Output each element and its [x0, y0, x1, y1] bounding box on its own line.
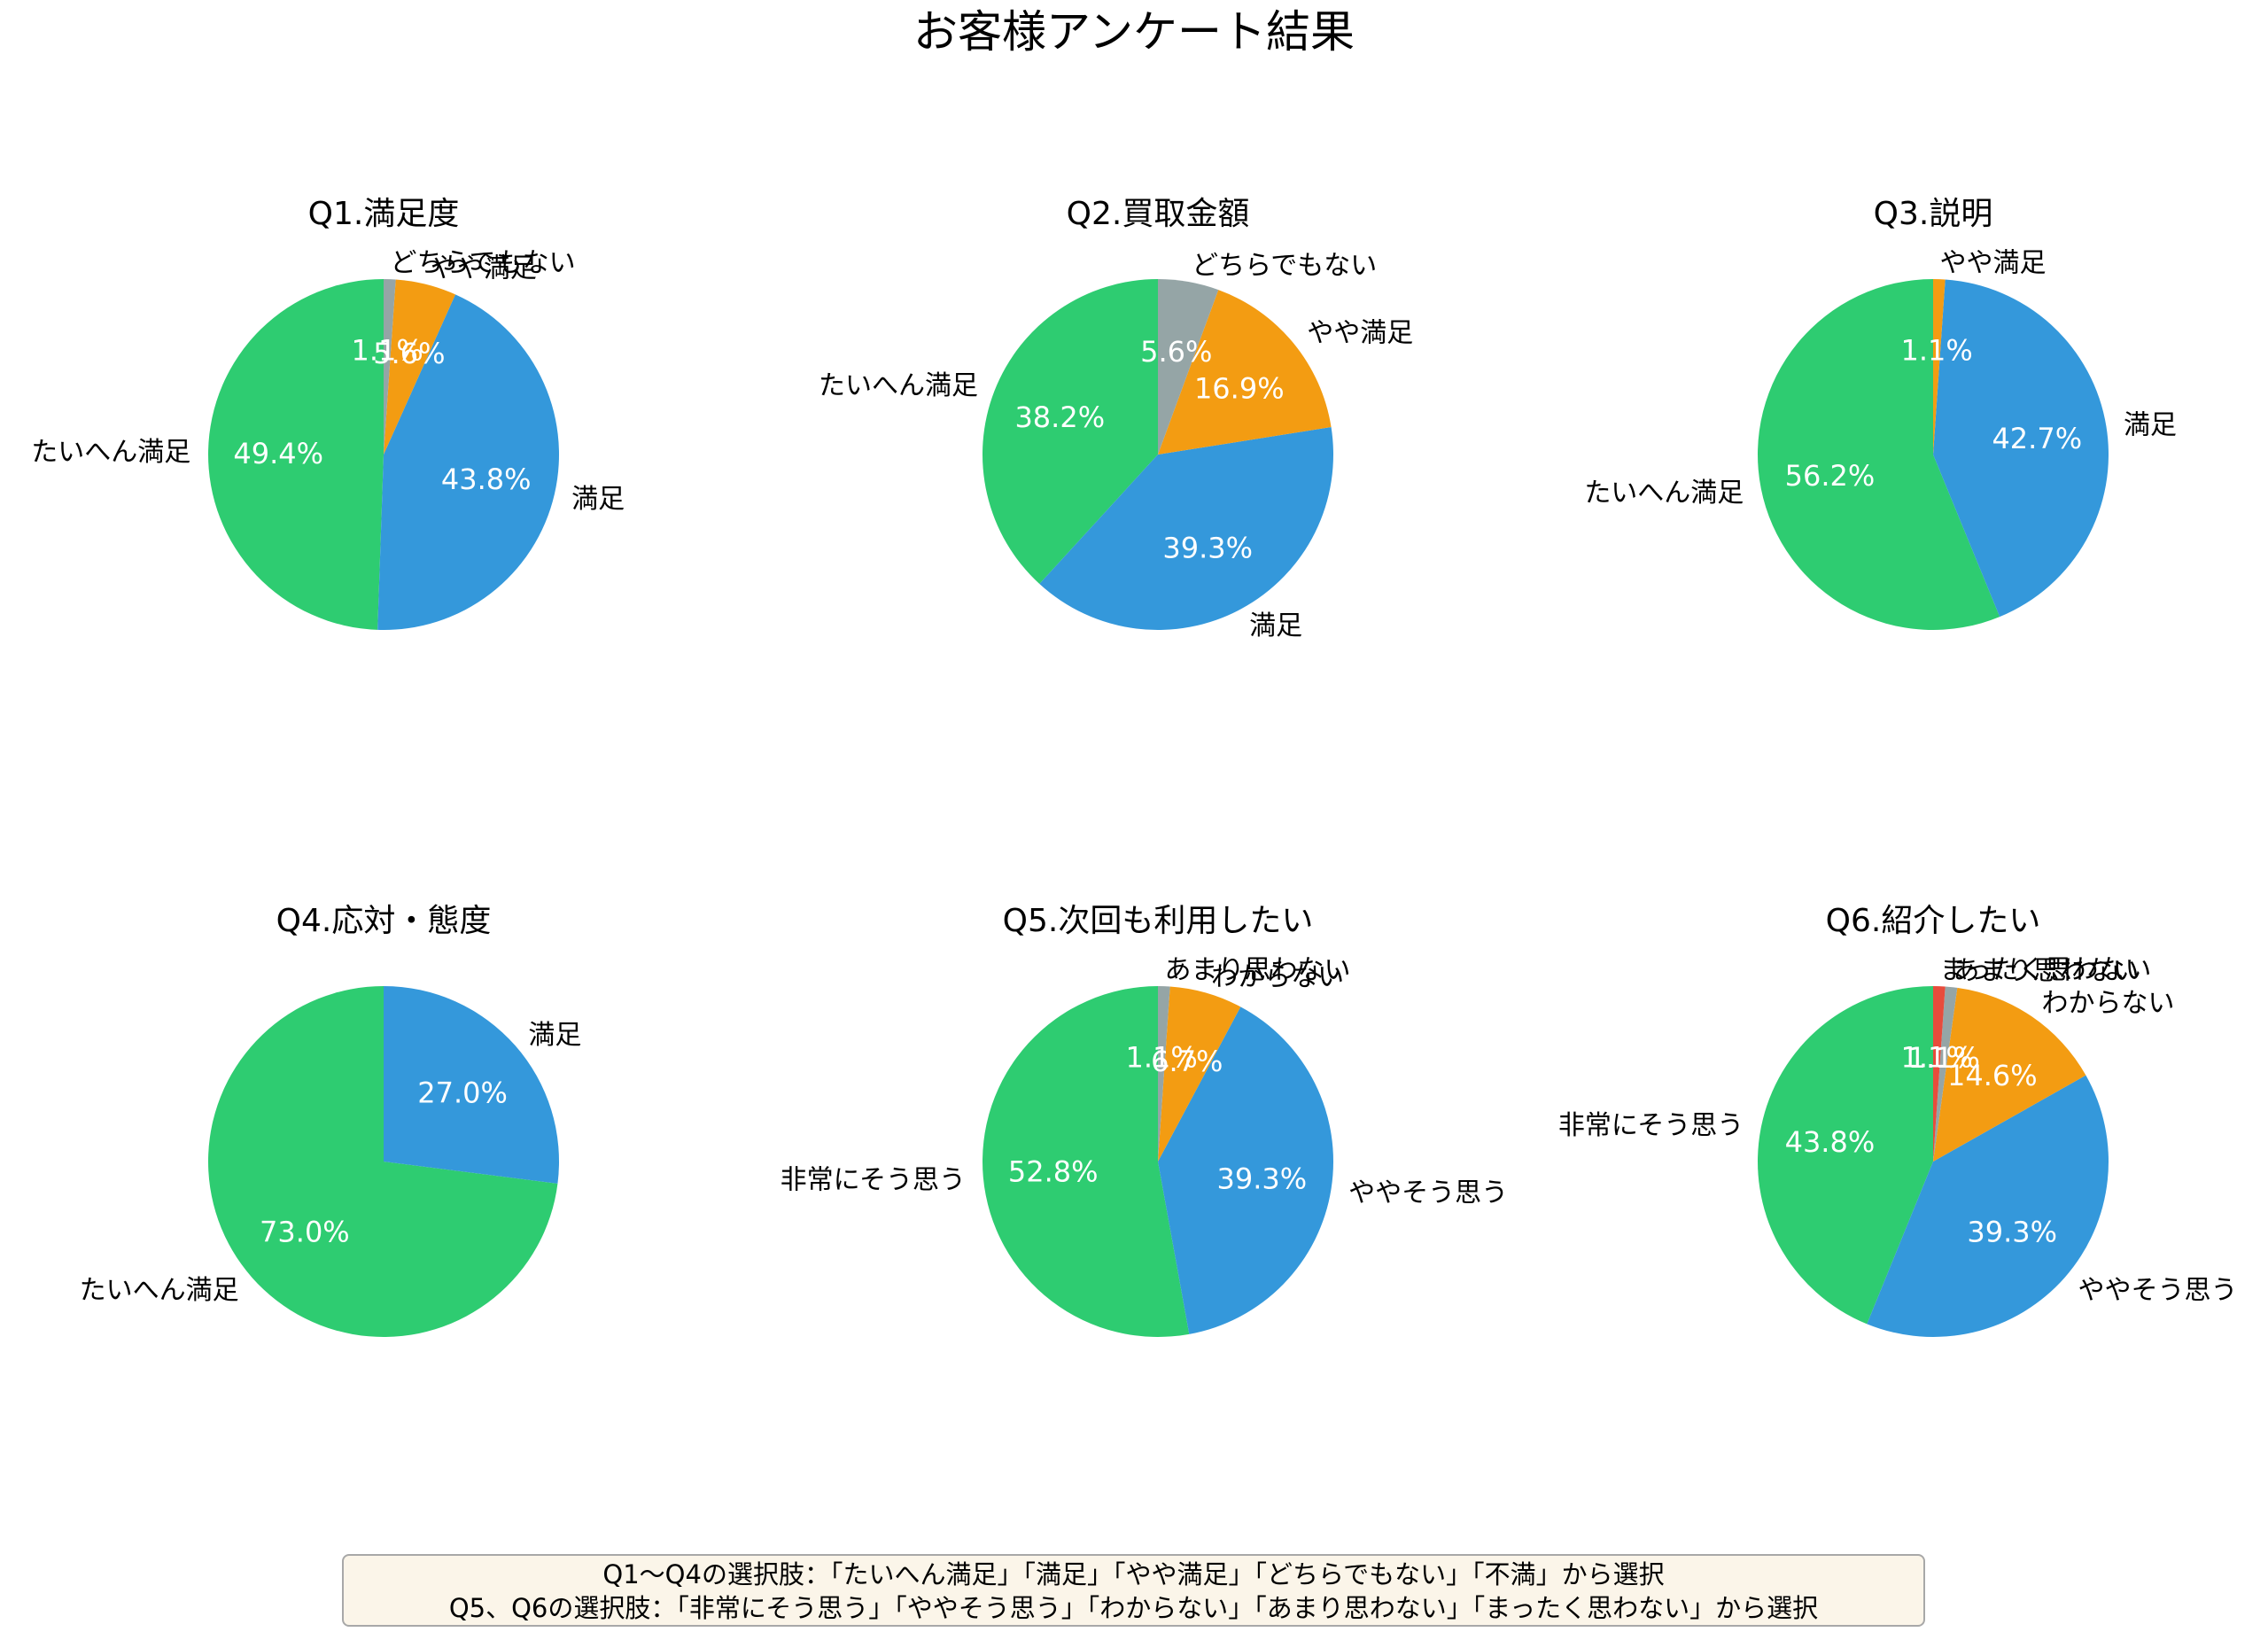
pie-title: Q2.買取金額 [1067, 196, 1250, 232]
slice-percent-label: 5.6% [373, 337, 445, 370]
slice-category-label: どちらでもない [391, 247, 576, 278]
pie-slice [1158, 279, 1219, 455]
slice-category-label: ややそう思う [1348, 1177, 1508, 1208]
slice-category-label: 満足 [2124, 409, 2177, 440]
slice-category-label: わからない [2042, 988, 2175, 1019]
figure-title: お客様アンケート結果 [913, 6, 1355, 58]
slice-percent-label: 1.1% [1125, 1040, 1197, 1074]
note-line-q5-q6: Q5、Q6の選択肢：「非常にそう思う」「ややそう思う」「わからない」「あまり思わ… [448, 1593, 1819, 1623]
slice-percent-label: 6.7% [1151, 1045, 1223, 1078]
slice-percent-label: 52.8% [1008, 1155, 1099, 1189]
slice-category-label: 満足 [1249, 610, 1302, 641]
slice-percent-label: 27.0% [417, 1076, 508, 1109]
slice-percent-label: 1.1% [351, 333, 423, 367]
slice-percent-label: 38.2% [1014, 400, 1105, 434]
slice-category-label: 非常にそう思う [781, 1164, 966, 1195]
slice-category-label: どちらでもない [1192, 251, 1377, 282]
pie-slice [1158, 986, 1170, 1162]
slice-category-label: あまり思わない [1165, 954, 1351, 985]
slice-category-label: やや満足 [1307, 318, 1413, 349]
pie-slice [384, 986, 560, 1184]
pie-slice [208, 986, 558, 1337]
slice-percent-label: 1.1% [1900, 333, 1972, 367]
slice-percent-label: 43.8% [1785, 1125, 1876, 1159]
slice-percent-label: 42.7% [1992, 422, 2082, 455]
slice-category-label: まったく思わない [1940, 954, 2152, 985]
pie-slice [1933, 986, 1958, 1162]
slice-percent-label: 16.9% [1194, 372, 1285, 406]
slice-percent-label: 49.4% [233, 437, 323, 470]
slice-percent-label: 39.3% [1967, 1215, 2057, 1248]
slice-percent-label: 43.8% [441, 462, 532, 496]
pie-slice [1933, 279, 2109, 618]
slice-category-label: 満足 [571, 484, 625, 515]
slice-category-label: たいへん満足 [80, 1275, 239, 1306]
pie-title: Q4.応対・態度 [276, 903, 492, 939]
pie-slice [384, 279, 455, 455]
slice-category-label: やや満足 [1940, 247, 2047, 278]
slice-category-label: やや満足 [431, 253, 537, 284]
pie-slice [1158, 290, 1332, 455]
pie-title: Q5.次回も利用したい [1003, 903, 1314, 939]
choices-note-box: Q1～Q4の選択肢：「たいへん満足」「満足」「やや満足」「どちらでもない」「不満… [342, 1554, 1925, 1627]
pie-slice [384, 279, 396, 455]
slice-category-label: 満足 [528, 1020, 581, 1051]
slice-category-label: ややそう思う [2078, 1275, 2237, 1306]
note-line-q1-q4: Q1～Q4の選択肢：「たいへん満足」「満足」「やや満足」「どちらでもない」「不満… [602, 1559, 1665, 1589]
slice-percent-label: 1.1% [1908, 1041, 1980, 1075]
slice-percent-label: 1.1% [1900, 1040, 1972, 1074]
slice-percent-label: 39.3% [1217, 1162, 1308, 1195]
slice-category-label: わからない [1211, 962, 1344, 993]
slice-category-label: たいへん満足 [1584, 478, 1744, 509]
pie-slice [1933, 987, 2086, 1162]
pie-slice [1867, 1075, 2109, 1337]
pie-slice [983, 986, 1190, 1337]
slice-category-label: たいへん満足 [31, 437, 190, 468]
pie-slice [1933, 279, 1946, 455]
slice-category-label: あまり思わない [1953, 955, 2140, 986]
pie-slice [1757, 986, 1933, 1325]
slice-percent-label: 39.3% [1162, 532, 1253, 565]
pie-slice [208, 279, 384, 630]
slice-percent-label: 5.6% [1140, 335, 1212, 369]
pie-title: Q1.満足度 [308, 196, 460, 232]
pie-title: Q3.説明 [1874, 196, 1993, 232]
pie-slice [983, 279, 1158, 585]
pie-title: Q6.紹介したい [1826, 903, 2041, 939]
pie-slice [1758, 279, 2000, 630]
pie-slice [1158, 1006, 1333, 1334]
slice-percent-label: 56.2% [1785, 459, 1876, 493]
slice-category-label: 非常にそう思う [1558, 1110, 1744, 1141]
pie-slice [1158, 986, 1241, 1162]
slice-percent-label: 14.6% [1947, 1059, 2038, 1092]
slice-category-label: たいへん満足 [819, 370, 978, 401]
pie-slice [1933, 986, 1946, 1162]
pie-slice [1039, 427, 1333, 631]
pie-slice [377, 294, 559, 630]
slice-percent-label: 73.0% [260, 1216, 350, 1249]
